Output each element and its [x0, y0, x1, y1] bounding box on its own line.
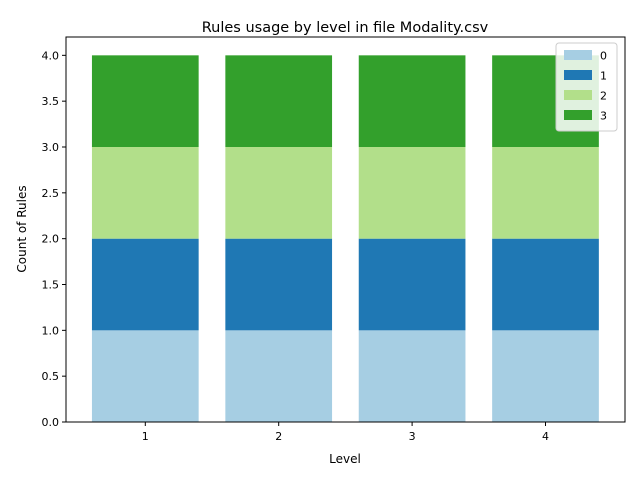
legend-swatch-1	[564, 70, 592, 80]
bar-level-4-series-1	[492, 238, 599, 331]
bar-level-4-series-2	[492, 147, 599, 239]
bar-level-1-series-2	[91, 147, 199, 239]
x-axis: 1 2 3 4	[142, 422, 549, 443]
bar-level-3-series-1	[358, 238, 466, 331]
y-axis-label: Count of Rules	[15, 185, 29, 272]
bar-level-2-series-1	[225, 238, 333, 331]
bar-level-3-series-0	[358, 330, 466, 422]
y-tick-label: 0.5	[42, 370, 60, 383]
x-tick-label: 1	[142, 430, 149, 443]
y-tick-label: 1.0	[42, 324, 60, 337]
bar-level-3-series-2	[358, 147, 466, 239]
chart-title: Rules usage by level in file Modality.cs…	[202, 20, 489, 36]
bar-level-1-series-1	[91, 238, 199, 331]
y-axis: 0.0 0.5 1.0 1.5 2.0 2.5 3.0 3.5 4.0	[42, 49, 66, 429]
bar-level-1-series-0	[91, 330, 199, 422]
y-tick-label: 3.5	[42, 95, 60, 108]
bars-layer	[91, 55, 599, 422]
plot-frame	[65, 36, 626, 423]
legend-box	[555, 42, 618, 132]
bar-level-1-series-3	[91, 55, 199, 148]
legend-label-1: 1	[600, 70, 607, 83]
bar-level-4-series-0	[492, 330, 599, 422]
legend: 0 1 2 3	[555, 42, 618, 132]
x-axis-label: Level	[329, 452, 361, 466]
x-tick-label: 3	[409, 430, 416, 443]
legend-label-2: 2	[600, 90, 607, 103]
x-tick-label: 2	[275, 430, 282, 443]
legend-swatch-3	[564, 110, 592, 120]
y-tick-label: 1.5	[42, 279, 60, 292]
y-tick-label: 3.0	[42, 141, 60, 154]
x-tick-label: 4	[542, 430, 549, 443]
legend-swatch-0	[564, 50, 592, 60]
y-tick-label: 2.5	[42, 187, 60, 200]
legend-label-3: 3	[600, 110, 607, 123]
legend-swatch-2	[564, 90, 592, 100]
y-tick-label: 2.0	[42, 233, 60, 246]
bar-level-2-series-0	[225, 330, 333, 422]
y-tick-label: 0.0	[42, 416, 60, 429]
bar-level-2-series-3	[225, 55, 333, 148]
bar-level-3-series-3	[358, 55, 466, 148]
y-tick-label: 4.0	[42, 49, 60, 62]
legend-label-0: 0	[600, 50, 607, 63]
bar-level-2-series-2	[225, 147, 333, 239]
